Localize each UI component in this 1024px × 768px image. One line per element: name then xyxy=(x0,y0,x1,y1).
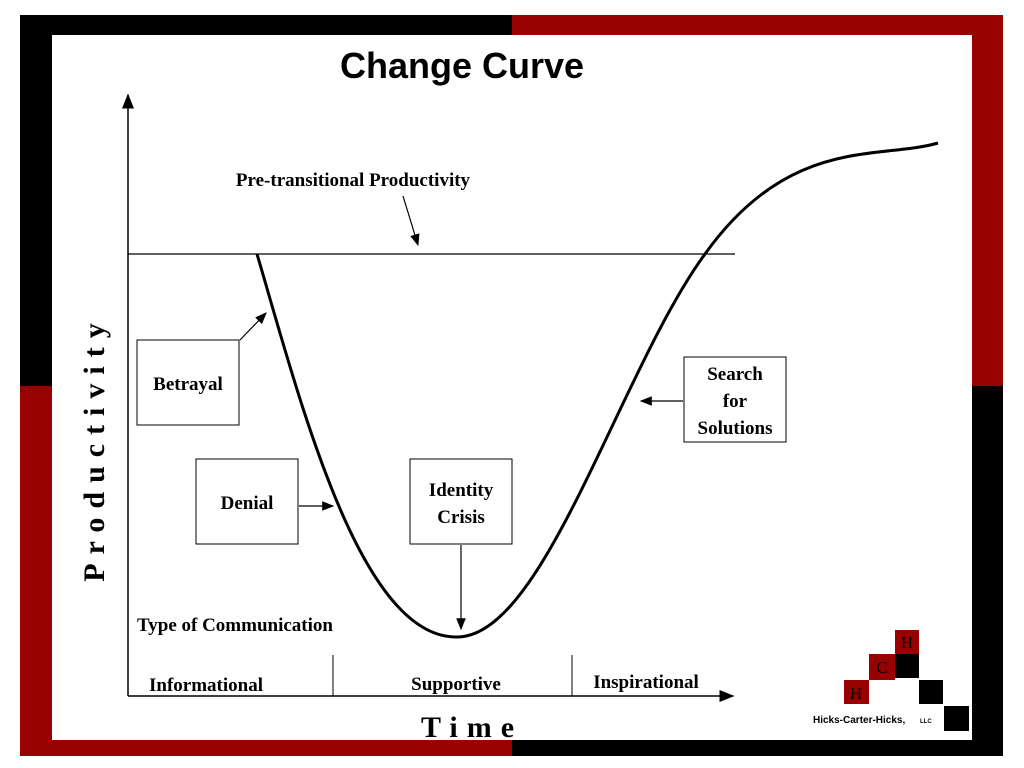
frame xyxy=(972,15,1003,386)
stage-label: Betrayal xyxy=(153,374,223,395)
logo-square xyxy=(895,654,919,678)
stage-label: Crisis xyxy=(437,507,485,528)
frame xyxy=(972,386,1003,756)
logo-suffix: LLC xyxy=(920,719,932,725)
annotation: Pre-transitional Productivity xyxy=(236,170,471,191)
x-axis-label: Time xyxy=(421,711,523,744)
frame xyxy=(20,15,512,35)
change-curve xyxy=(255,141,939,639)
stage-box xyxy=(409,458,513,545)
stage-label: Search xyxy=(707,364,763,385)
logo-square xyxy=(919,680,943,704)
frame xyxy=(512,740,1003,756)
frame xyxy=(512,15,1003,35)
title: Change Curve xyxy=(340,45,584,86)
y-axis-label: Productivity xyxy=(78,314,111,581)
communication-title: Type of Communication xyxy=(137,615,333,636)
stage-box xyxy=(683,356,787,443)
logo-square xyxy=(869,654,895,680)
stage-label: Denial xyxy=(221,493,274,514)
arrow xyxy=(402,195,420,247)
stage-label: for xyxy=(723,391,748,412)
logo-square xyxy=(844,680,869,704)
frame xyxy=(20,15,52,386)
logo-letter: H xyxy=(901,633,913,652)
logo-company: Hicks-Carter-Hicks, xyxy=(813,715,905,726)
stage-box xyxy=(136,339,240,426)
stage-box xyxy=(195,458,299,545)
frame xyxy=(20,386,52,756)
logo-letter: H xyxy=(850,684,862,703)
logo-square xyxy=(895,630,919,654)
phase: Supportive xyxy=(411,674,501,695)
stage-label: Identity xyxy=(429,480,494,501)
logo-square xyxy=(944,706,969,731)
logo-letter: C xyxy=(876,658,887,677)
phase: Inspirational xyxy=(593,672,699,693)
arrow xyxy=(239,312,267,341)
stage-label: Solutions xyxy=(698,418,773,439)
frame xyxy=(20,740,512,756)
phase: Informational xyxy=(149,675,263,696)
